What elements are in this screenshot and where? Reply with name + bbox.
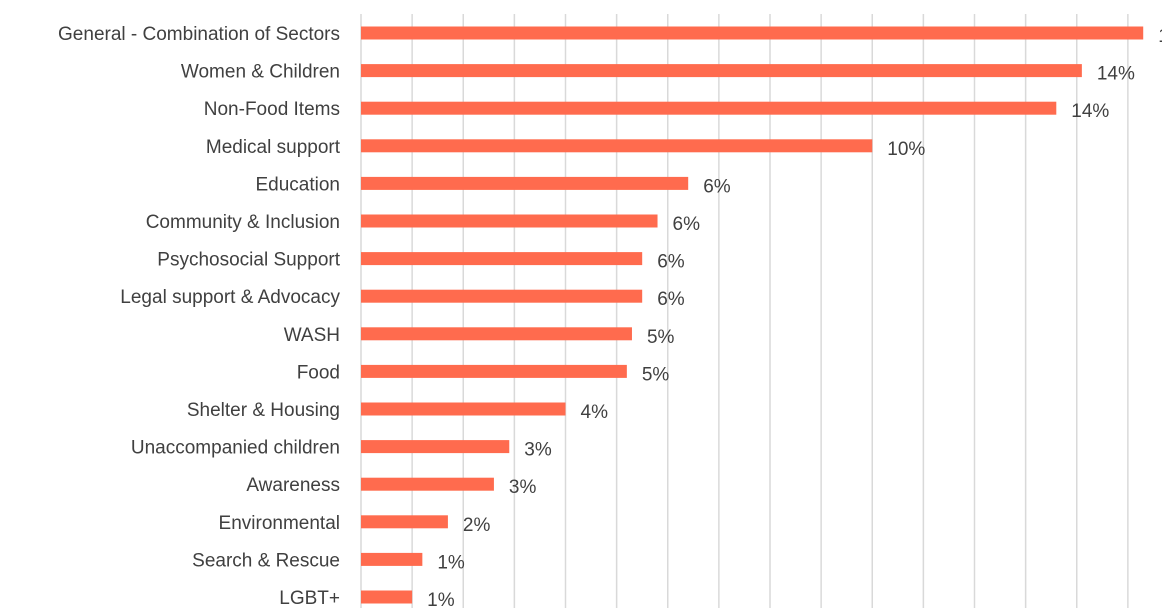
- data-label: 15%: [1158, 26, 1162, 47]
- bar: [361, 364, 627, 378]
- data-label: 14%: [1071, 101, 1109, 122]
- category-label: Psychosocial Support: [157, 250, 340, 271]
- bar: [361, 402, 566, 416]
- data-label: 6%: [673, 214, 701, 235]
- category-label: Education: [255, 174, 340, 195]
- category-label: Shelter & Housing: [187, 400, 340, 421]
- bar: [361, 477, 494, 491]
- category-label: WASH: [284, 325, 340, 346]
- bar: [361, 327, 632, 341]
- bar: [361, 64, 1082, 78]
- category-label: Food: [297, 362, 340, 383]
- category-label: Unaccompanied children: [131, 438, 340, 459]
- category-label: Awareness: [246, 475, 340, 496]
- data-label: 3%: [509, 477, 537, 498]
- category-label: Women & Children: [181, 62, 340, 83]
- category-label: General - Combination of Sectors: [58, 24, 340, 45]
- bar: [361, 214, 658, 228]
- bar: [361, 590, 413, 604]
- category-label: Environmental: [219, 513, 340, 534]
- data-label: 1%: [437, 552, 465, 573]
- value-labels: 15%14%14%10%6%6%6%6%5%5%4%3%3%2%1%1%: [427, 26, 1162, 608]
- category-label: Non-Food Items: [204, 99, 340, 120]
- category-label: LGBT+: [279, 588, 340, 608]
- bar: [361, 139, 873, 153]
- data-label: 5%: [647, 327, 675, 348]
- category-label: Legal support & Advocacy: [120, 287, 340, 308]
- bars: [361, 26, 1144, 604]
- data-label: 10%: [887, 139, 925, 160]
- category-label: Community & Inclusion: [146, 212, 340, 233]
- bar: [361, 289, 643, 303]
- bar: [361, 252, 643, 266]
- bar: [361, 26, 1144, 40]
- data-label: 14%: [1097, 64, 1135, 85]
- bar: [361, 101, 1057, 115]
- data-label: 6%: [657, 289, 685, 310]
- bar: [361, 440, 510, 454]
- data-label: 5%: [642, 364, 670, 385]
- category-labels: General - Combination of Sectors Women & …: [58, 24, 341, 608]
- data-label: 6%: [657, 252, 685, 273]
- data-label: 6%: [703, 176, 731, 197]
- bar: [361, 552, 423, 566]
- data-label: 2%: [463, 515, 491, 536]
- category-label: Medical support: [206, 137, 341, 158]
- data-label: 4%: [581, 402, 609, 423]
- bar: [361, 176, 689, 190]
- data-label: 1%: [427, 590, 455, 608]
- data-label: 3%: [524, 440, 552, 461]
- bar: [361, 515, 448, 529]
- category-label: Search & Rescue: [192, 550, 340, 571]
